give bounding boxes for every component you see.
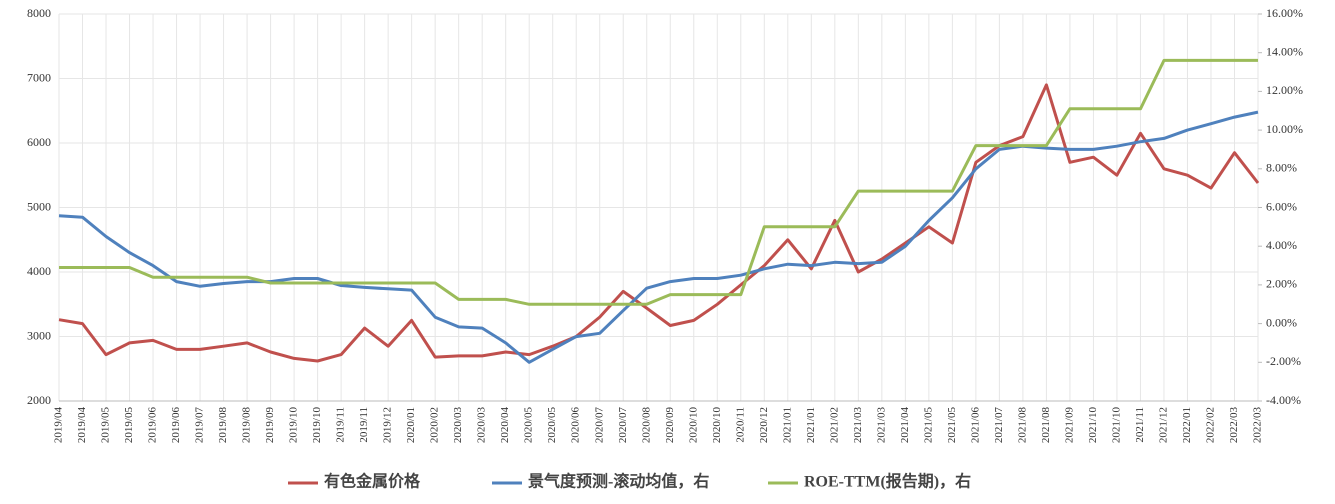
- y2-tick-label: -4.00%: [1266, 393, 1301, 407]
- x-tick-label: 2019/06: [170, 407, 182, 444]
- x-tick-label: 2020/01: [405, 407, 417, 443]
- x-tick-label: 2021/11: [1134, 407, 1146, 443]
- x-tick-label: 2020/02: [429, 407, 441, 443]
- y2-tick-label: 16.00%: [1266, 6, 1303, 20]
- x-tick-label: 2021/05: [946, 407, 958, 444]
- x-tick-label: 2019/05: [123, 407, 135, 444]
- x-tick-label: 2022/02: [1205, 407, 1217, 443]
- x-tick-label: 2019/08: [217, 407, 229, 444]
- x-tick-label: 2020/09: [664, 407, 676, 444]
- x-tick-label: 2021/03: [875, 407, 887, 444]
- x-tick-label: 2021/04: [899, 407, 911, 444]
- y-tick-label: 6000: [27, 135, 51, 149]
- y2-tick-label: 4.00%: [1266, 238, 1297, 252]
- y-tick-label: 5000: [27, 199, 51, 213]
- y-tick-label: 3000: [27, 328, 51, 342]
- x-tick-label: 2020/12: [758, 407, 770, 443]
- y-tick-label: 8000: [27, 6, 51, 20]
- x-tick-label: 2019/07: [194, 407, 206, 444]
- x-tick-label: 2021/09: [1063, 407, 1075, 444]
- x-tick-label: 2021/02: [828, 407, 840, 443]
- y2-tick-label: 6.00%: [1266, 199, 1297, 213]
- x-tick-label: 2021/03: [852, 407, 864, 444]
- x-tick-label: 2022/03: [1252, 407, 1264, 444]
- x-tick-label: 2019/04: [53, 407, 65, 444]
- x-tick-label: 2021/10: [1087, 407, 1099, 444]
- x-tick-label: 2019/05: [100, 407, 112, 444]
- x-tick-label: 2021/01: [781, 407, 793, 443]
- legend-label: ROE-TTM(报告期)，右: [804, 472, 971, 491]
- x-tick-label: 2020/04: [499, 407, 511, 444]
- x-tick-label: 2020/05: [546, 407, 558, 444]
- x-tick-label: 2021/08: [1040, 407, 1052, 444]
- x-tick-label: 2021/01: [805, 407, 817, 443]
- x-tick-label: 2020/07: [593, 407, 605, 444]
- x-tick-label: 2019/10: [288, 407, 300, 444]
- x-tick-label: 2020/10: [687, 407, 699, 444]
- y2-tick-label: 10.00%: [1266, 122, 1303, 136]
- x-tick-label: 2019/04: [76, 407, 88, 444]
- x-tick-label: 2020/10: [711, 407, 723, 444]
- x-tick-label: 2022/01: [1181, 407, 1193, 443]
- legend-label: 景气度预测-滚动均值，右: [528, 472, 709, 491]
- x-tick-label: 2020/03: [476, 407, 488, 444]
- x-tick-label: 2021/05: [922, 407, 934, 444]
- x-tick-label: 2019/09: [264, 407, 276, 444]
- x-tick-label: 2019/06: [147, 407, 159, 444]
- x-tick-label: 2019/08: [241, 407, 253, 444]
- x-tick-label: 2021/06: [969, 407, 981, 444]
- x-tick-label: 2020/03: [452, 407, 464, 444]
- x-tick-label: 2020/08: [640, 407, 652, 444]
- y-tick-label: 7000: [27, 70, 51, 84]
- series-line: [59, 58, 1258, 306]
- series-line: [58, 110, 1259, 364]
- x-tick-label: 2020/07: [617, 407, 629, 444]
- y2-tick-label: 14.00%: [1266, 44, 1303, 58]
- x-tick-label: 2020/05: [523, 407, 535, 444]
- x-tick-label: 2020/06: [570, 407, 582, 444]
- x-tick-label: 2019/11: [358, 407, 370, 443]
- y-tick-label: 4000: [27, 264, 51, 278]
- x-tick-label: 2021/10: [1110, 407, 1122, 444]
- x-tick-label: 2020/11: [734, 407, 746, 443]
- y2-tick-label: 0.00%: [1266, 315, 1297, 329]
- x-tick-label: 2021/07: [993, 407, 1005, 444]
- x-tick-label: 2021/08: [1016, 407, 1028, 444]
- x-tick-label: 2019/12: [382, 407, 394, 443]
- x-tick-label: 2019/11: [335, 407, 347, 443]
- series-line: [58, 83, 1260, 363]
- x-tick-label: 2021/12: [1157, 407, 1169, 443]
- legend-label: 有色金属价格: [324, 472, 421, 491]
- x-tick-label: 2022/03: [1228, 407, 1240, 444]
- y2-tick-label: 2.00%: [1266, 277, 1297, 291]
- x-tick-label: 2019/10: [311, 407, 323, 444]
- y-tick-label: 2000: [27, 393, 51, 407]
- y2-tick-label: -2.00%: [1266, 354, 1301, 368]
- y2-tick-label: 12.00%: [1266, 83, 1303, 97]
- y2-tick-label: 8.00%: [1266, 161, 1297, 175]
